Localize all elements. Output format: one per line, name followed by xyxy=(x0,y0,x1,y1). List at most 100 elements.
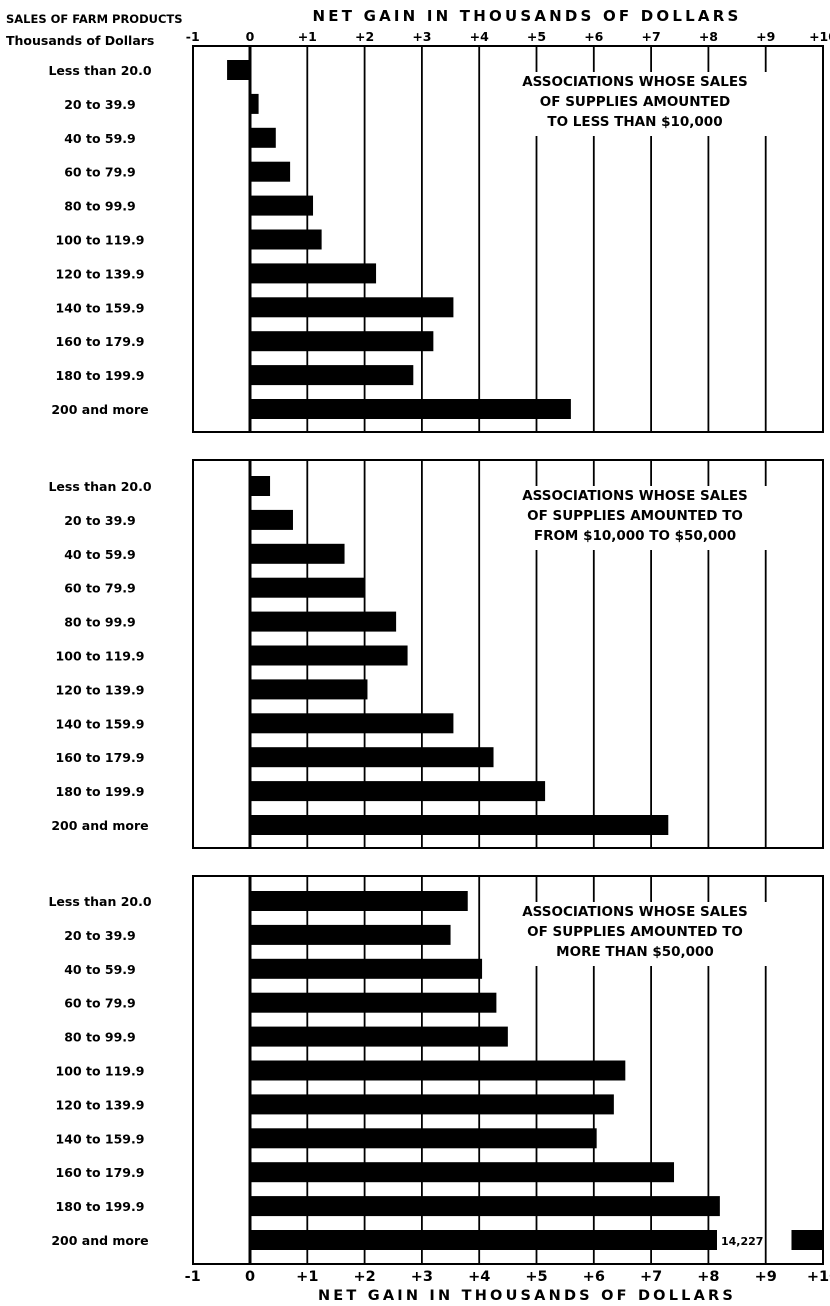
category-label: 140 to 159.9 xyxy=(56,300,145,315)
x-tick-label-top: +4 xyxy=(470,29,489,44)
x-tick-label-bottom: +6 xyxy=(583,1269,605,1285)
panel-frame xyxy=(192,45,824,433)
bar xyxy=(227,60,250,80)
x-tick-label-top: +1 xyxy=(298,29,317,44)
labels: -1 -1 0 0 +1 +1 +2 +2 +3 +3 +4 +4 +5 +5 +6 +6 +7 +7 +8 +8 +9… xyxy=(48,29,830,1285)
bar xyxy=(250,93,259,114)
bar xyxy=(250,195,314,216)
x-tick-label-top: +7 xyxy=(642,29,661,44)
stub-title-line1: SALES OF FARM PRODUCTS xyxy=(6,12,183,26)
x-tick-label-bottom: +2 xyxy=(353,1269,375,1285)
x-tick-label-bottom: -1 xyxy=(185,1269,201,1285)
bar xyxy=(250,679,368,700)
category-label: 120 to 139.9 xyxy=(56,1097,145,1112)
panel-title-line: ASSOCIATIONS WHOSE SALES xyxy=(522,488,748,504)
bar xyxy=(250,891,468,911)
panel-title-bg xyxy=(484,486,786,550)
bar xyxy=(250,297,454,318)
panel-title-line: MORE THAN $50,000 xyxy=(556,944,714,960)
bar xyxy=(250,1094,614,1115)
bar xyxy=(250,1196,720,1217)
panel-title-bg xyxy=(484,902,786,966)
category-label: 140 to 159.9 xyxy=(56,716,145,731)
category-label: Less than 20.0 xyxy=(48,894,151,909)
category-label: 20 to 39.9 xyxy=(64,97,136,112)
bar xyxy=(250,958,483,979)
bar xyxy=(250,543,345,564)
panel-title-line: OF SUPPLIES AMOUNTED TO xyxy=(527,508,743,524)
bar xyxy=(250,127,276,148)
panel-title-line: TO LESS THAN $10,000 xyxy=(547,114,722,130)
bar xyxy=(250,263,377,284)
bar xyxy=(250,747,494,768)
bar xyxy=(250,476,271,496)
bar xyxy=(250,1230,717,1250)
category-label: 200 and more xyxy=(51,818,148,833)
x-tick-label-bottom: +8 xyxy=(697,1269,719,1285)
category-label: 60 to 79.9 xyxy=(64,165,136,180)
category-label: 160 to 179.9 xyxy=(56,334,145,349)
x-tick-label-top: +2 xyxy=(355,29,374,44)
category-label: 100 to 119.9 xyxy=(56,1064,145,1079)
x-tick-label-bottom: +5 xyxy=(525,1269,547,1285)
top-axis-title: NET GAIN IN THOUSANDS OF DOLLARS xyxy=(313,7,742,25)
bar-continuation xyxy=(791,1230,823,1250)
category-label: 80 to 99.9 xyxy=(64,199,136,214)
category-label: 20 to 39.9 xyxy=(64,928,136,943)
bar xyxy=(250,645,408,666)
bar xyxy=(250,509,293,530)
x-tick-label-top: -1 xyxy=(186,29,200,44)
bar xyxy=(250,161,291,182)
category-label: 180 to 199.9 xyxy=(56,1199,145,1214)
bars xyxy=(227,60,823,1250)
bar xyxy=(250,1026,508,1047)
bar xyxy=(250,992,497,1013)
category-label: 80 to 99.9 xyxy=(64,1030,136,1045)
x-tick-label-top: +6 xyxy=(584,29,603,44)
x-tick-label-bottom: +7 xyxy=(640,1269,662,1285)
stub-title-line2: Thousands of Dollars xyxy=(6,33,154,48)
category-label: 60 to 79.9 xyxy=(64,581,136,596)
category-label: 200 and more xyxy=(51,1233,148,1248)
bar xyxy=(250,1162,675,1183)
x-tick-label-bottom: +3 xyxy=(411,1269,433,1285)
x-tick-label-top: +8 xyxy=(699,29,718,44)
panel-title-line: ASSOCIATIONS WHOSE SALES xyxy=(522,904,748,920)
panel-title-line: OF SUPPLIES AMOUNTED xyxy=(540,94,730,110)
category-label: Less than 20.0 xyxy=(48,63,151,78)
panel-title-line: ASSOCIATIONS WHOSE SALES xyxy=(522,74,748,90)
x-tick-label-top: +3 xyxy=(412,29,431,44)
panel-title-line: FROM $10,000 TO $50,000 xyxy=(534,528,736,544)
category-label: 120 to 139.9 xyxy=(56,266,145,281)
x-tick-label-bottom: +10 xyxy=(807,1269,830,1285)
category-label: Less than 20.0 xyxy=(48,479,151,494)
panel-title-line: OF SUPPLIES AMOUNTED TO xyxy=(527,924,743,940)
category-label: 100 to 119.9 xyxy=(56,233,145,248)
category-label: 80 to 99.9 xyxy=(64,615,136,630)
category-label: 180 to 199.9 xyxy=(56,784,145,799)
panel-frame xyxy=(192,459,824,849)
bar xyxy=(250,365,414,386)
x-tick-label-bottom: 0 xyxy=(245,1269,255,1285)
category-label: 100 to 119.9 xyxy=(56,649,145,664)
panel-frame xyxy=(192,875,824,1265)
bar xyxy=(250,781,546,802)
panel-title-bg xyxy=(484,72,786,136)
category-label: 160 to 179.9 xyxy=(56,750,145,765)
category-label: 20 to 39.9 xyxy=(64,513,136,528)
x-tick-label-top: +9 xyxy=(756,29,775,44)
bar xyxy=(250,713,454,734)
bar xyxy=(250,924,451,945)
category-label: 40 to 59.9 xyxy=(64,962,136,977)
x-tick-label-bottom: +4 xyxy=(468,1269,490,1285)
x-tick-label-top: +10 xyxy=(809,29,830,44)
bar xyxy=(250,229,322,250)
bar xyxy=(250,399,571,419)
bar xyxy=(250,577,365,598)
bar xyxy=(250,1128,597,1149)
bar xyxy=(250,611,397,632)
category-label: 40 to 59.9 xyxy=(64,547,136,562)
x-tick-label-top: 0 xyxy=(246,29,255,44)
category-label: 40 to 59.9 xyxy=(64,131,136,146)
